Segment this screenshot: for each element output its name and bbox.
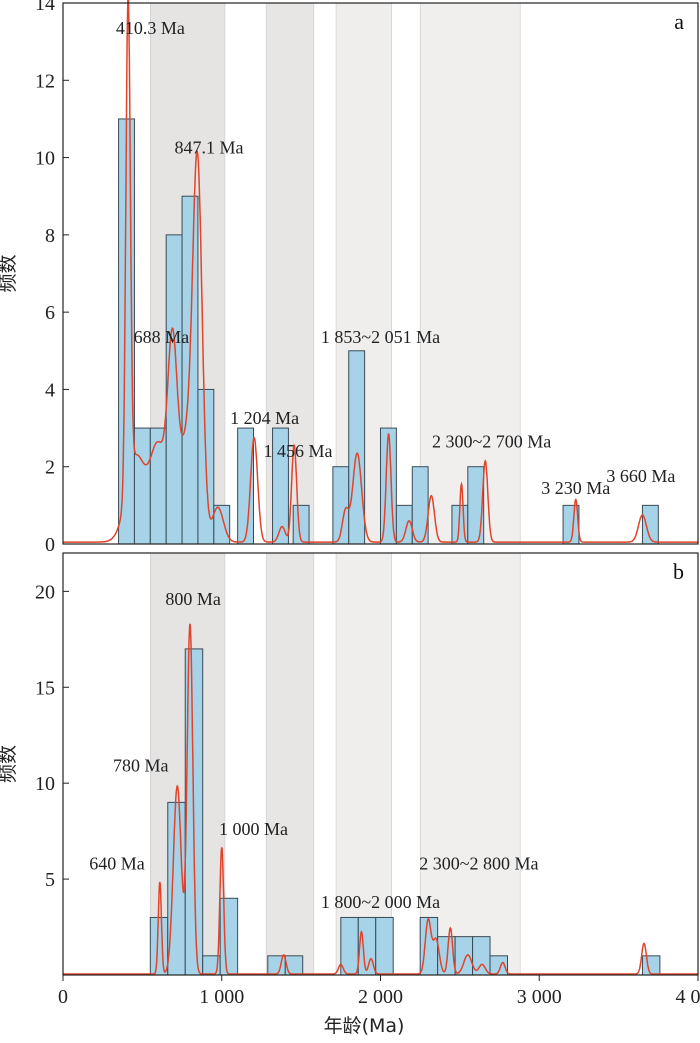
x-tick-label: 0 [58, 986, 68, 1008]
histogram-bar [149, 916, 169, 976]
histogram-bar [467, 466, 485, 545]
y-axis-title: 频数 [0, 745, 19, 783]
peak-age-label: 1 853~2 051 Ma [321, 327, 440, 347]
age-range-band [335, 552, 392, 976]
y-tick-label: 2 [45, 457, 55, 479]
histogram-bar [375, 916, 394, 976]
y-tick-label: 20 [35, 581, 55, 603]
plot-frame [62, 2, 699, 545]
histogram-bar [165, 234, 183, 545]
panel-letter: a [674, 9, 684, 34]
y-tick-label: 15 [35, 677, 55, 699]
y-tick-label: 14 [35, 0, 55, 15]
panel-a-histogram: 0 2 4 6 8 10 12 14 频数 a 410.3 Ma 847.1 Ma 688 Ma 1 20… [0, 0, 699, 556]
y-tick-label: 8 [45, 225, 55, 247]
x-tick-label: 2 000 [358, 986, 403, 1008]
peak-age-label: 2 300~2 800 Ma [419, 854, 538, 874]
peak-age-label: 1 800~2 000 Ma [321, 892, 440, 912]
histogram-bar [237, 427, 254, 545]
peak-age-label: 780 Ma [113, 756, 169, 776]
y-tick-label: 10 [35, 148, 55, 170]
y-tick-label: 4 [45, 379, 55, 401]
y-tick-label: 12 [35, 70, 55, 92]
histogram-bar [213, 504, 231, 545]
histogram-bar [348, 350, 366, 545]
density-curve [63, 623, 698, 975]
y-axis-title: 频数 [0, 254, 19, 292]
histogram-bar [395, 504, 413, 545]
age-range-band [419, 2, 521, 545]
x-tick-label: 1 000 [199, 986, 244, 1008]
peak-age-label: 3 230 Ma [541, 478, 610, 498]
histogram-bar [219, 897, 239, 976]
histogram-bar [340, 916, 359, 976]
histogram-bar [133, 427, 151, 545]
peak-age-label: 800 Ma [165, 589, 221, 609]
x-tick-label: 4 000 [676, 986, 700, 1008]
histogram-bar [641, 955, 661, 976]
histogram-bar [284, 955, 304, 976]
y-tick-label: 0 [45, 534, 55, 556]
panel-b-histogram: 5 10 15 20 0 1 000 2 000 3 000 4 000 频数 b 800 Ma 780… [0, 552, 700, 1008]
y-tick-label: 5 [45, 869, 55, 891]
histogram-bar [149, 427, 167, 545]
peak-age-label: 1 000 Ma [219, 819, 288, 839]
y-tick-label: 6 [45, 302, 55, 324]
age-range-band [419, 552, 521, 976]
peak-age-label: 1 456 Ma [263, 441, 332, 461]
density-curve [63, 0, 698, 543]
peak-age-label: 2 300~2 700 Ma [432, 431, 551, 451]
x-tick-label: 3 000 [517, 986, 562, 1008]
age-range-band [265, 552, 315, 976]
x-axis-title: 年龄(Ma) [324, 1015, 405, 1037]
peak-age-label: 1 204 Ma [230, 408, 299, 428]
peak-age-label: 688 Ma [134, 327, 190, 347]
y-tick-label: 10 [35, 773, 55, 795]
peak-age-label: 410.3 Ma [116, 18, 185, 38]
peak-age-label: 847.1 Ma [175, 138, 244, 158]
peak-age-label: 640 Ma [89, 854, 145, 874]
peak-age-label: 3 660 Ma [606, 466, 675, 486]
panel-letter: b [673, 559, 684, 584]
